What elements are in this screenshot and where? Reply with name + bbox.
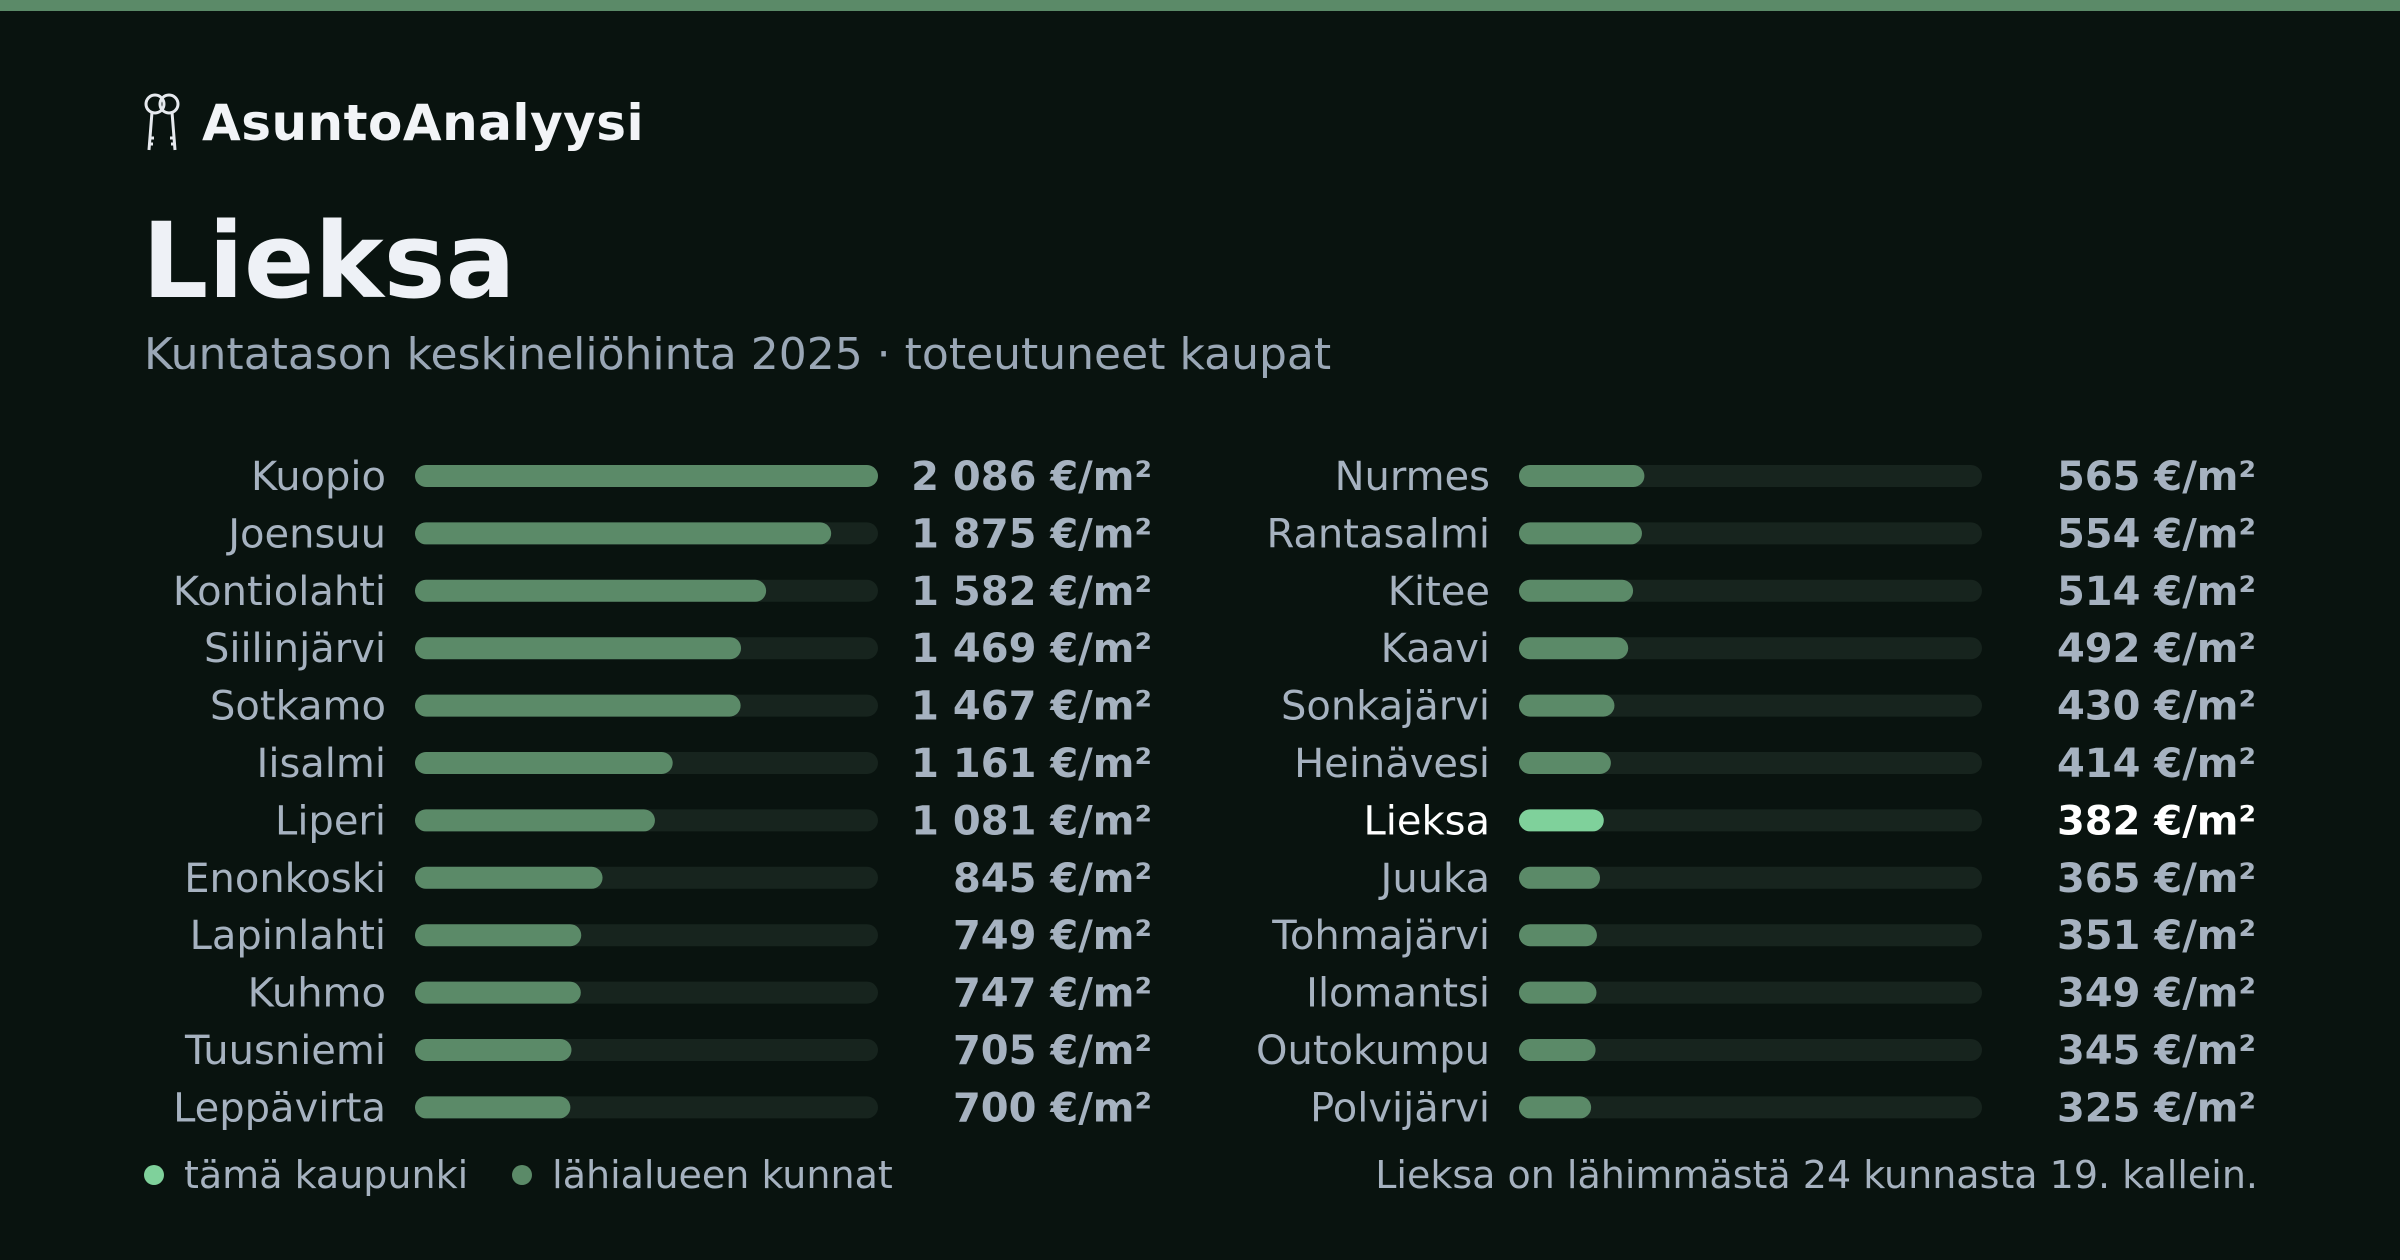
bar-label-lapinlahti: Lapinlahti <box>190 913 386 959</box>
bar-label-sonkajarvi: Sonkajärvi <box>1281 684 1490 730</box>
bar-value-kitee: 514 €/m² <box>2057 569 2256 615</box>
bar-kitee <box>1519 579 1634 602</box>
bar-sotkamo <box>415 694 741 717</box>
page-subtitle: Kuntatason keskineliöhinta 2025 · toteut… <box>144 329 1332 380</box>
bar-label-iisalmi: Iisalmi <box>257 741 386 787</box>
bar-tohmajarvi <box>1519 924 1597 947</box>
bar-kaavi <box>1519 637 1629 660</box>
bar-nurmes <box>1519 465 1645 487</box>
bar-value-liperi: 1 081 €/m² <box>911 798 1152 844</box>
bar-label-kontiolahti: Kontiolahti <box>173 569 386 615</box>
bar-label-joensuu: Joensuu <box>225 511 386 557</box>
bar-value-sonkajarvi: 430 €/m² <box>2057 684 2256 730</box>
bar-label-kitee: Kitee <box>1388 569 1490 615</box>
bar-value-outokumpu: 345 €/m² <box>2057 1028 2256 1074</box>
bar-value-ilomantsi: 349 €/m² <box>2057 971 2256 1017</box>
brand: AsuntoAnalyysi <box>142 88 644 158</box>
legend-item-nearby: lähialueen kunnat <box>512 1153 893 1197</box>
bar-value-kuhmo: 747 €/m² <box>953 971 1152 1017</box>
bar-chart: Kuopio 2 086 €/m² Joensuu 1 875 €/m² Kontiol… <box>173 454 2256 1130</box>
bar-polvijarvi <box>1519 1096 1592 1119</box>
bar-label-juuka: Juuka <box>1378 856 1490 902</box>
bar-leppavirta <box>415 1096 571 1119</box>
page-title: Lieksa <box>142 200 516 322</box>
bar-label-lieksa: Lieksa <box>1363 798 1490 844</box>
bar-label-polvijarvi: Polvijärvi <box>1310 1085 1490 1130</box>
legend-label-this-city: tämä kaupunki <box>184 1153 469 1197</box>
bar-track-juuka <box>1519 866 1982 889</box>
legend: tämä kaupunki lähialueen kunnat <box>144 1153 937 1197</box>
bar-track-kitee <box>1519 579 1982 602</box>
bar-value-lieksa: 382 €/m² <box>2057 798 2256 844</box>
bar-kuopio <box>415 465 878 487</box>
bar-label-kaavi: Kaavi <box>1381 626 1490 672</box>
bar-label-kuhmo: Kuhmo <box>248 971 386 1017</box>
bar-kuhmo <box>415 981 581 1004</box>
bar-value-kontiolahti: 1 582 €/m² <box>911 569 1152 615</box>
bar-track-heinavesi <box>1519 752 1982 774</box>
bar-value-kaavi: 492 €/m² <box>2057 626 2256 672</box>
bar-value-lapinlahti: 749 €/m² <box>953 913 1152 959</box>
bar-outokumpu <box>1519 1039 1596 1061</box>
bar-rantasalmi <box>1519 522 1642 545</box>
bar-value-iisalmi: 1 161 €/m² <box>911 741 1152 787</box>
bar-ilomantsi <box>1519 981 1597 1004</box>
bar-iisalmi <box>415 752 673 774</box>
bar-track-ilomantsi <box>1519 981 1982 1004</box>
bar-value-polvijarvi: 325 €/m² <box>2057 1085 2256 1130</box>
bar-kontiolahti <box>415 579 767 602</box>
bar-lapinlahti <box>415 924 582 947</box>
legend-label-nearby: lähialueen kunnat <box>552 1153 893 1197</box>
bar-value-rantasalmi: 554 €/m² <box>2057 511 2256 557</box>
bar-track-tohmajarvi <box>1519 924 1982 947</box>
bar-joensuu <box>415 522 832 545</box>
bar-value-enonkoski: 845 €/m² <box>953 856 1152 902</box>
bar-label-nurmes: Nurmes <box>1335 454 1490 500</box>
brand-name: AsuntoAnalyysi <box>202 94 645 152</box>
keys-icon <box>144 93 180 151</box>
bar-value-leppavirta: 700 €/m² <box>953 1085 1152 1130</box>
bar-value-sotkamo: 1 467 €/m² <box>911 684 1152 730</box>
bar-value-kuopio: 2 086 €/m² <box>911 454 1152 500</box>
ranking-footnote: Lieksa on lähimmästä 24 kunnasta 19. kal… <box>1375 1153 2258 1197</box>
bar-lieksa <box>1519 809 1604 832</box>
bar-enonkoski <box>415 866 603 889</box>
bar-label-enonkoski: Enonkoski <box>184 856 386 902</box>
bar-heinavesi <box>1519 752 1611 774</box>
bar-label-sotkamo: Sotkamo <box>210 684 386 730</box>
bar-label-kuopio: Kuopio <box>251 454 386 500</box>
bar-label-outokumpu: Outokumpu <box>1256 1028 1490 1074</box>
legend-item-this-city: tämä kaupunki <box>144 1153 468 1197</box>
bar-track-lieksa <box>1519 809 1982 832</box>
bar-sonkajarvi <box>1519 694 1615 717</box>
bar-label-siilinjarvi: Siilinjärvi <box>204 626 386 672</box>
bar-siilinjarvi <box>415 637 742 660</box>
bar-label-heinavesi: Heinävesi <box>1294 741 1490 787</box>
legend-dot-highlight <box>144 1165 164 1185</box>
bar-label-rantasalmi: Rantasalmi <box>1266 511 1490 557</box>
bar-track-outokumpu <box>1519 1039 1982 1061</box>
bar-value-siilinjarvi: 1 469 €/m² <box>911 626 1152 672</box>
bar-label-leppavirta: Leppävirta <box>173 1085 386 1130</box>
bar-track-kaavi <box>1519 637 1982 660</box>
bar-liperi <box>415 809 655 832</box>
bar-track-polvijarvi <box>1519 1096 1982 1119</box>
bar-value-joensuu: 1 875 €/m² <box>911 511 1152 557</box>
bar-track-sonkajarvi <box>1519 694 1982 717</box>
bar-value-juuka: 365 €/m² <box>2057 856 2256 902</box>
bar-tuusniemi <box>415 1039 572 1061</box>
bar-label-ilomantsi: Ilomantsi <box>1306 971 1490 1017</box>
bar-value-tohmajarvi: 351 €/m² <box>2057 913 2256 959</box>
bar-value-tuusniemi: 705 €/m² <box>953 1028 1152 1074</box>
bar-label-liperi: Liperi <box>275 798 386 844</box>
bar-value-nurmes: 565 €/m² <box>2057 454 2256 500</box>
top-accent-bar <box>0 0 2400 11</box>
bar-label-tuusniemi: Tuusniemi <box>184 1028 386 1074</box>
bar-juuka <box>1519 866 1601 889</box>
bar-value-heinavesi: 414 €/m² <box>2057 741 2256 787</box>
legend-dot-nearby <box>512 1165 533 1185</box>
bar-label-tohmajarvi: Tohmajärvi <box>1271 913 1490 959</box>
